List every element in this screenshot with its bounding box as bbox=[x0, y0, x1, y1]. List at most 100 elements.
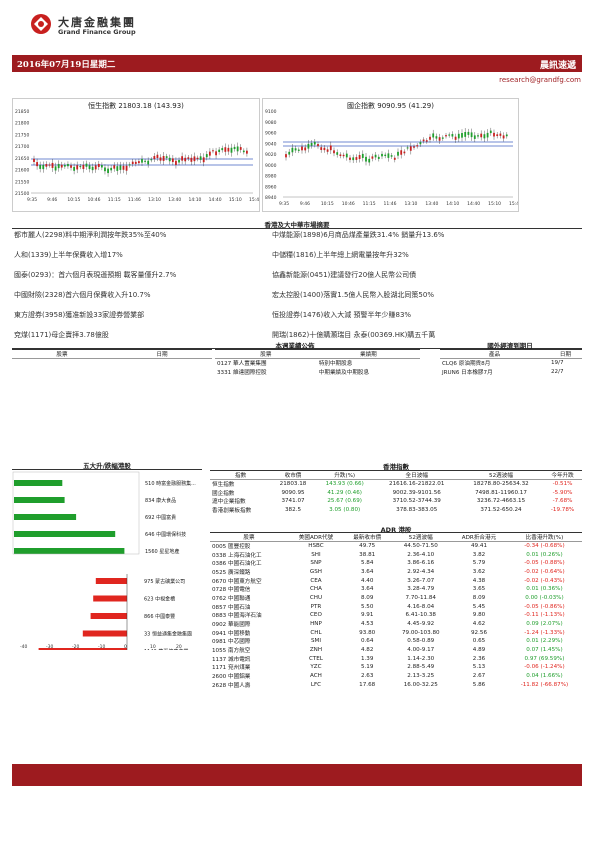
table-cell: 0670 中國東方航空 bbox=[212, 578, 262, 585]
table-cell: 18278.80-25634.32 bbox=[473, 481, 529, 488]
candle-body bbox=[246, 150, 248, 154]
candle-body bbox=[320, 147, 323, 150]
hsi-plot: 21850 21800 21750 21700 21650 21600 21550 21500… bbox=[15, 109, 259, 203]
y-tick-label: 9060 bbox=[265, 131, 277, 137]
candle-body bbox=[358, 155, 361, 159]
table-cell: 9.80 bbox=[472, 612, 486, 619]
table-cell: 0.64 bbox=[360, 638, 374, 645]
candle-body bbox=[361, 153, 364, 158]
table-row: 1137 城市電訊 CTEL 1.39 1.14-2.30 2.36 0.97 (69.5… bbox=[210, 654, 582, 663]
news-item: 都市麗人(2298)料中期淨利潤按年跌35%至40% bbox=[14, 231, 167, 239]
movers-chart: 510 時富金融服務集... 834 康大食品 692 中國富貴 646 中國環保科技… bbox=[12, 471, 196, 650]
table-cell: -5.90% bbox=[552, 489, 573, 496]
table-cell: 0.07 (1.45%) bbox=[526, 647, 563, 654]
candle-body bbox=[326, 149, 329, 152]
candle-body bbox=[502, 135, 505, 139]
candle-body bbox=[368, 158, 371, 163]
table-cell: CEA bbox=[310, 577, 322, 584]
table-cell: 371.52-650.24 bbox=[480, 506, 522, 513]
y-tick-label: 21850 bbox=[15, 109, 29, 115]
table-cell: 49.41 bbox=[470, 543, 487, 550]
candle-body bbox=[461, 133, 463, 138]
x-tick-label: 10:46 bbox=[88, 197, 101, 203]
candle-body bbox=[91, 166, 94, 171]
table-cell: 0941 中國移動 bbox=[212, 630, 251, 637]
table-cell: 143.93 (0.66) bbox=[325, 481, 364, 488]
candle-body bbox=[454, 136, 457, 140]
table-cell: 93.80 bbox=[359, 629, 376, 636]
x-tick-label: 11:15 bbox=[363, 201, 376, 207]
candle-body bbox=[371, 156, 374, 159]
report-date: 2016年07月19日星期二 bbox=[17, 60, 116, 70]
table-cell: LFC bbox=[310, 681, 322, 688]
x-tick-label: 11:15 bbox=[108, 197, 121, 203]
col-header: 今年升跌 bbox=[551, 473, 574, 479]
y-tick-label: 21600 bbox=[15, 168, 29, 174]
gainer-bar bbox=[14, 548, 125, 554]
table-cell: 0386 中國石油化工 bbox=[212, 561, 262, 568]
hsi-chart-title: 恒生指數 21803.18 (143.93) bbox=[88, 102, 184, 110]
table-row: 0005 匯豐控股 HSBC 49.75 44.50-71.50 49.41 -0.34 … bbox=[210, 542, 582, 551]
table-cell: 3741.07 bbox=[281, 498, 305, 505]
candle-body bbox=[473, 135, 476, 139]
results-table: 股票 業績期 0127 華人置業集團 特別中期股息 3331 維達國際控股 中期業績及… bbox=[215, 349, 420, 376]
candle-body bbox=[397, 151, 399, 156]
x-tick-label: 11:46 bbox=[128, 197, 141, 203]
table-cell: 5.45 bbox=[472, 603, 486, 610]
col-header: 產品 bbox=[488, 352, 501, 358]
candle-body bbox=[73, 166, 76, 171]
table-cell: -0.05 (-0.86%) bbox=[524, 603, 565, 610]
table-cell: -0.11 (-1.13%) bbox=[524, 612, 565, 619]
title-bar: 2016年07月19日星期二 晨訊速遞 bbox=[12, 55, 582, 72]
col-header: 日期 bbox=[156, 352, 168, 358]
table-cell: 4.45-9.92 bbox=[407, 621, 435, 628]
col-header: 收市價 bbox=[284, 473, 302, 479]
y-tick-label: 8940 bbox=[265, 195, 277, 201]
y-tick-label: 9000 bbox=[265, 163, 277, 169]
candle-body bbox=[79, 166, 82, 168]
table-cell: 4.53 bbox=[360, 621, 374, 628]
news-item: 協鑫新能源(0451)建議發行20億人民幣公司債 bbox=[272, 271, 417, 279]
loser-label: 1143 華夏健康產業 bbox=[144, 648, 188, 650]
table-cell: 21616.16-21822.01 bbox=[389, 481, 445, 488]
table-cell: 4.38 bbox=[472, 577, 486, 584]
candle-body bbox=[329, 145, 332, 151]
candle-body bbox=[227, 147, 230, 152]
table-cell: 9090.95 bbox=[281, 489, 305, 496]
table-cell: 25.67 (0.69) bbox=[327, 498, 362, 505]
candle-body bbox=[483, 134, 486, 139]
table-cell: 0857 中國石油 bbox=[212, 604, 251, 611]
candle-body bbox=[141, 158, 143, 163]
econ-title: 國外經濟到期日 bbox=[487, 342, 533, 350]
candle-body bbox=[165, 156, 168, 158]
table-row: 0127 華人置業集團 特別中期股息 bbox=[215, 359, 420, 368]
table-cell: 5.79 bbox=[472, 560, 486, 567]
candle-body bbox=[419, 142, 422, 145]
table-cell: 3331 維達國際控股 bbox=[217, 369, 267, 376]
candle-body bbox=[70, 165, 72, 168]
table-cell: 2.88-5.49 bbox=[407, 664, 435, 671]
candle-body bbox=[36, 162, 38, 167]
table-cell: 0762 中國聯通 bbox=[212, 595, 251, 602]
candle-body bbox=[128, 164, 131, 166]
results-title: 本週業績公佈 bbox=[275, 342, 315, 350]
table-cell: 0338 上海石油化工 bbox=[212, 552, 262, 559]
y-tick-label: 9040 bbox=[265, 141, 277, 147]
y-tick-label: 8960 bbox=[265, 184, 277, 190]
candle-body bbox=[493, 132, 495, 137]
table-cell: 0728 中國電信 bbox=[212, 587, 251, 594]
table-row: JRUN6 日本橡膠7月 22/7 bbox=[440, 367, 582, 376]
table-cell: 2.67 bbox=[472, 673, 486, 680]
table-cell: 44.50-71.50 bbox=[403, 543, 438, 550]
table-cell: -7.68% bbox=[552, 498, 573, 505]
table-cell: HSBC bbox=[308, 543, 324, 550]
hscei-chart: 國企指數 9090.95 (41.29) 9100 9080 9060 9040 902… bbox=[262, 98, 519, 212]
col-header: 日期 bbox=[559, 352, 572, 358]
table-cell: 21803.18 bbox=[279, 481, 307, 488]
table-cell: 3236.72-4663.15 bbox=[476, 498, 526, 505]
col-header: 52週波幅 bbox=[489, 473, 513, 479]
table-row: 0857 中國石油 PTR 5.50 4.16-8.04 5.45 -0.05 (-0.8… bbox=[210, 602, 582, 611]
axis-tick-label: -20 bbox=[72, 644, 79, 650]
news-item: 兗煤(1171)母企賣拝3.78億股 bbox=[14, 331, 109, 339]
email-link[interactable]: research@grandfg.com bbox=[499, 76, 581, 84]
